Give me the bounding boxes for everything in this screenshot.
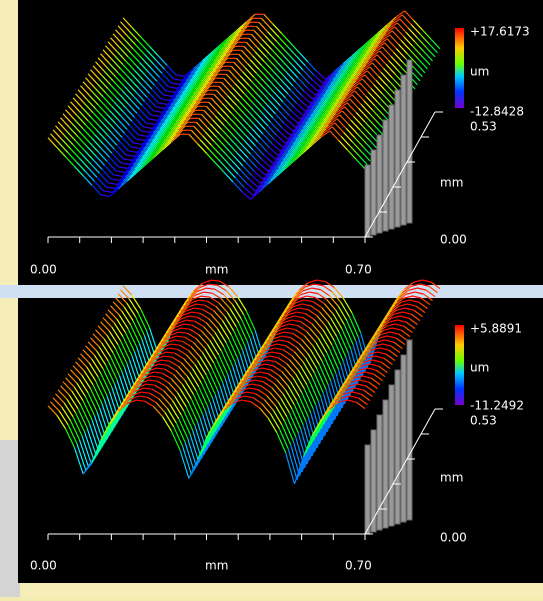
y-min: 0.00: [440, 531, 467, 545]
z-unit: um: [470, 361, 489, 375]
z-max: +17.6173: [470, 25, 530, 39]
side-wall: [383, 120, 388, 231]
side-wall: [365, 445, 370, 534]
side-strip: [0, 440, 20, 597]
y-min: 0.00: [440, 233, 467, 247]
x-min: 0.00: [30, 559, 57, 573]
side-wall: [401, 355, 406, 522]
y-unit: mm: [440, 176, 463, 190]
color-bar: [455, 28, 464, 108]
panel: +17.6173 um -12.8428 0.53 mm 0.00 0.00 m…: [18, 0, 543, 285]
side-wall: [407, 340, 412, 520]
side-wall: [395, 90, 400, 227]
x-max: 0.70: [345, 263, 372, 277]
side-wall: [377, 415, 382, 530]
x-min: 0.00: [30, 263, 57, 277]
side-wall: [407, 60, 412, 223]
side-wall: [389, 385, 394, 526]
x-unit: mm: [205, 559, 228, 573]
color-bar: [455, 325, 464, 405]
z-unit: um: [470, 65, 489, 79]
z-min: -11.2492: [470, 399, 524, 413]
y-max: 0.53: [470, 120, 497, 134]
side-wall: [365, 165, 370, 237]
side-wall: [389, 105, 394, 229]
z-min: -12.8428: [470, 105, 524, 119]
x-unit: mm: [205, 263, 228, 277]
x-max: 0.70: [345, 559, 372, 573]
y-unit: mm: [440, 471, 463, 485]
side-wall: [401, 75, 406, 225]
separator: [0, 285, 543, 298]
y-max: 0.53: [470, 414, 497, 428]
z-max: +5.8891: [470, 322, 522, 336]
side-wall: [395, 370, 400, 524]
side-wall: [377, 135, 382, 233]
panel: +5.8891 um -11.2492 0.53 mm 0.00 0.00 mm…: [18, 280, 543, 583]
